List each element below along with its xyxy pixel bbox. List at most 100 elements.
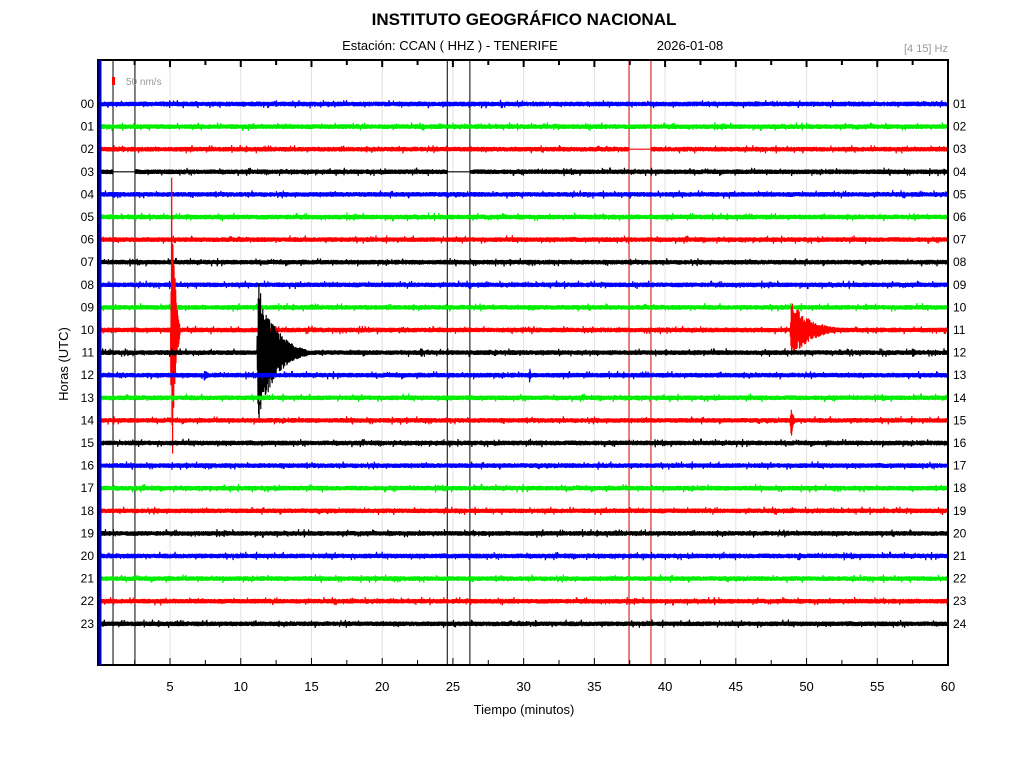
hour-label-right: 03 [953, 142, 967, 156]
hour-label-right: 23 [953, 594, 967, 608]
hour-label-right: 01 [953, 97, 967, 111]
hour-label-right: 09 [953, 278, 967, 292]
hour-label-right: 07 [953, 233, 967, 247]
hour-label-left: 17 [81, 481, 95, 495]
chart-title: INSTITUTO GEOGRÁFICO NACIONAL [372, 10, 677, 29]
hour-labels-right: 01 02 03 04 05 06 07 08 09 10 11 12 13 14 15 16 17 18 19 20… [953, 97, 967, 631]
hour-label-left: 08 [81, 278, 95, 292]
trace-hour-03 [98, 167, 949, 177]
trace-hour-06 [98, 235, 949, 244]
station-label: Estación: CCAN ( HHZ ) - TENERIFE [342, 38, 558, 53]
hour-label-right: 02 [953, 120, 967, 134]
hour-label-left: 23 [81, 617, 95, 631]
x-axis-label: Tiempo (minutos) [474, 702, 575, 717]
hour-label-right: 16 [953, 436, 967, 450]
trace-hour-18 [98, 506, 949, 516]
scale-label: 50 nm/s [126, 77, 162, 88]
filter-label: [4 15] Hz [904, 43, 948, 55]
hour-label-right: 20 [953, 526, 967, 540]
trace-hour-22 [98, 596, 949, 606]
hour-label-right: 13 [953, 368, 967, 382]
trace-hour-12 [98, 368, 949, 383]
hour-label-left: 18 [81, 504, 95, 518]
x-tick-label: 20 [375, 679, 389, 694]
hour-label-left: 12 [81, 368, 95, 382]
trace-hour-14 [98, 409, 949, 436]
hour-labels-left: 00 01 02 03 04 05 06 07 08 09 10 11 12 13 14 15 16 17 18 19… [81, 97, 95, 631]
x-tick-label: 35 [587, 679, 601, 694]
hour-label-right: 06 [953, 210, 967, 224]
hour-label-left: 02 [81, 142, 95, 156]
x-tick-label: 5 [166, 679, 173, 694]
marker-lines [112, 60, 652, 665]
hour-label-right: 15 [953, 413, 967, 427]
trace-hour-13 [98, 393, 949, 403]
hour-label-left: 14 [81, 413, 95, 427]
grid [133, 60, 914, 665]
x-tick-label: 50 [799, 679, 813, 694]
hour-label-left: 05 [81, 210, 95, 224]
hour-label-right: 14 [953, 391, 967, 405]
trace-hour-00 [98, 99, 949, 109]
hour-label-right: 10 [953, 300, 967, 314]
hour-label-left: 06 [81, 233, 95, 247]
x-tick-labels: 5 10 15 20 25 30 35 40 45 50 55 60 [166, 679, 955, 694]
trace-hour-09 [98, 303, 949, 312]
hour-label-right: 12 [953, 346, 967, 360]
hour-label-left: 04 [81, 187, 95, 201]
trace-hour-21 [98, 574, 949, 583]
trace-hour-20 [98, 551, 949, 561]
hour-label-left: 01 [81, 120, 95, 134]
hour-label-left: 10 [81, 323, 95, 337]
trace-hour-02 [98, 144, 949, 154]
hour-label-right: 19 [953, 504, 967, 518]
x-tick-label: 45 [729, 679, 743, 694]
date-label: 2026-01-08 [657, 38, 724, 53]
hour-label-right: 21 [953, 549, 967, 563]
scale-bar [112, 77, 115, 85]
x-tick-label: 55 [870, 679, 884, 694]
trace-hour-17 [98, 483, 949, 493]
x-tick-label: 10 [234, 679, 248, 694]
hour-label-right: 24 [953, 617, 967, 631]
hour-label-left: 13 [81, 391, 95, 405]
hour-label-right: 22 [953, 572, 967, 586]
hour-label-right: 05 [953, 187, 967, 201]
traces [98, 99, 949, 628]
hour-label-right: 04 [953, 165, 967, 179]
hour-label-right: 11 [953, 323, 966, 337]
hour-label-left: 15 [81, 436, 95, 450]
hour-label-left: 03 [81, 165, 95, 179]
hour-label-left: 20 [81, 549, 95, 563]
trace-hour-23 [98, 619, 949, 628]
hour-label-right: 08 [953, 255, 967, 269]
hour-label-right: 17 [953, 459, 967, 473]
plot-frame [97, 59, 949, 666]
x-tick-label: 15 [304, 679, 318, 694]
trace-hour-07 [98, 257, 949, 267]
hour-label-right: 18 [953, 481, 967, 495]
trace-hour-04 [98, 190, 949, 199]
x-tick-label: 25 [446, 679, 460, 694]
x-tick-label: 40 [658, 679, 672, 694]
x-tick-label: 60 [941, 679, 955, 694]
trace-hour-15 [98, 438, 949, 448]
trace-hour-19 [98, 529, 949, 538]
trace-hour-01 [98, 122, 949, 131]
x-tick-label: 30 [516, 679, 530, 694]
hour-label-left: 21 [81, 572, 95, 586]
trace-hour-11 [98, 283, 949, 421]
hour-label-left: 19 [81, 526, 95, 540]
hour-label-left: 09 [81, 300, 95, 314]
hour-label-left: 16 [81, 459, 95, 473]
trace-hour-05 [98, 212, 949, 222]
trace-hour-16 [98, 461, 949, 470]
hour-label-left: 11 [82, 346, 95, 360]
hour-label-left: 00 [81, 97, 95, 111]
hour-label-left: 07 [81, 255, 95, 269]
y-axis-label: Horas (UTC) [56, 327, 71, 401]
trace-hour-10 [98, 177, 949, 454]
hour-label-left: 22 [81, 594, 95, 608]
trace-hour-08 [98, 280, 949, 290]
